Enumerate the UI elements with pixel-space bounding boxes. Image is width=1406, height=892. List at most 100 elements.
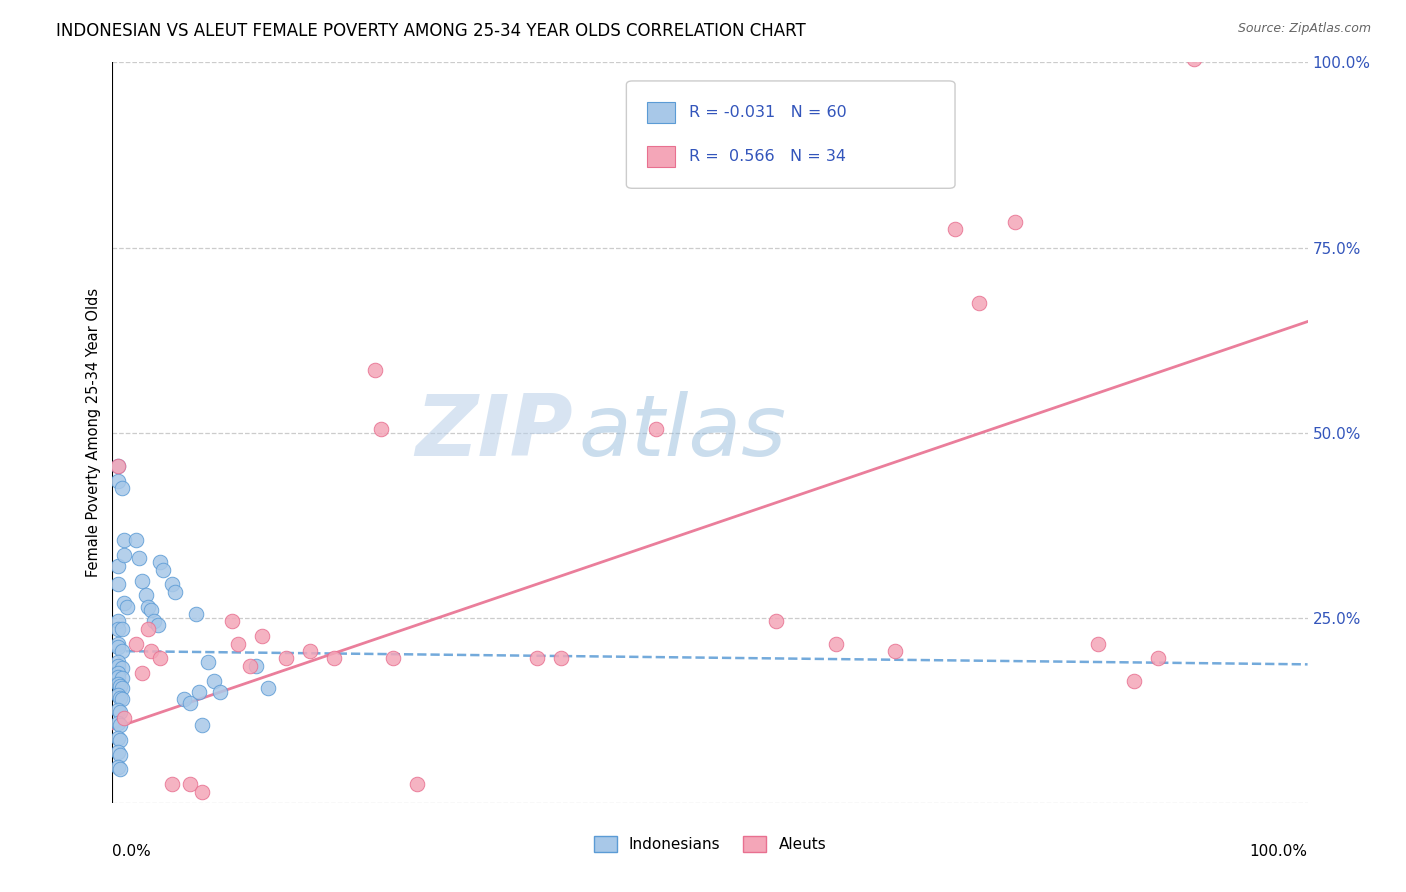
Point bbox=[107, 577, 129, 591]
Point bbox=[108, 732, 131, 747]
Point bbox=[107, 458, 129, 473]
Point bbox=[139, 644, 162, 658]
Point bbox=[209, 685, 232, 699]
Point bbox=[179, 696, 201, 710]
Point bbox=[107, 474, 129, 488]
Point bbox=[111, 661, 134, 675]
Point bbox=[114, 711, 135, 725]
Point bbox=[115, 599, 138, 614]
Point bbox=[257, 681, 280, 695]
Point bbox=[298, 644, 321, 658]
Point bbox=[221, 615, 243, 629]
Point bbox=[107, 703, 129, 717]
Point bbox=[226, 637, 249, 651]
Point bbox=[107, 689, 129, 703]
Point bbox=[364, 362, 387, 376]
Point bbox=[239, 658, 262, 673]
Point bbox=[111, 692, 134, 706]
Text: INDONESIAN VS ALEUT FEMALE POVERTY AMONG 25-34 YEAR OLDS CORRELATION CHART: INDONESIAN VS ALEUT FEMALE POVERTY AMONG… bbox=[56, 22, 806, 40]
Point bbox=[108, 679, 131, 693]
Point bbox=[138, 599, 160, 614]
Point bbox=[107, 715, 129, 730]
Point bbox=[187, 685, 209, 699]
Point bbox=[111, 644, 134, 658]
Point bbox=[162, 577, 183, 591]
Point bbox=[114, 548, 135, 562]
Point bbox=[143, 615, 166, 629]
Point bbox=[107, 760, 129, 774]
Point bbox=[125, 637, 148, 651]
Point bbox=[967, 296, 990, 310]
Point bbox=[1004, 214, 1026, 228]
Point bbox=[131, 666, 153, 681]
Point bbox=[163, 584, 186, 599]
Point bbox=[111, 672, 134, 686]
Point bbox=[108, 718, 131, 732]
Point bbox=[108, 763, 131, 777]
Text: 100.0%: 100.0% bbox=[1250, 844, 1308, 858]
Point bbox=[107, 677, 129, 691]
Point bbox=[128, 551, 150, 566]
Point bbox=[245, 658, 267, 673]
Point bbox=[125, 533, 148, 547]
Point bbox=[111, 481, 134, 495]
Text: 0.0%: 0.0% bbox=[112, 844, 152, 858]
Text: R =  0.566   N = 34: R = 0.566 N = 34 bbox=[689, 149, 846, 164]
Point bbox=[108, 747, 131, 762]
Point bbox=[370, 422, 392, 436]
Text: Source: ZipAtlas.com: Source: ZipAtlas.com bbox=[1237, 22, 1371, 36]
Point bbox=[114, 596, 135, 610]
Point bbox=[111, 622, 134, 636]
Point bbox=[149, 555, 172, 569]
Point bbox=[274, 651, 297, 665]
FancyBboxPatch shape bbox=[627, 81, 955, 188]
Point bbox=[406, 777, 429, 791]
Point bbox=[107, 655, 129, 669]
Point bbox=[107, 622, 129, 636]
Point bbox=[202, 673, 225, 688]
Point bbox=[1147, 651, 1170, 665]
Legend: Indonesians, Aleuts: Indonesians, Aleuts bbox=[588, 830, 832, 858]
Point bbox=[107, 640, 129, 655]
Point bbox=[943, 222, 966, 236]
Point bbox=[131, 574, 153, 588]
Text: ZIP: ZIP bbox=[415, 391, 572, 475]
Point bbox=[550, 651, 572, 665]
Point bbox=[191, 718, 214, 732]
Point bbox=[186, 607, 208, 621]
Point bbox=[526, 651, 548, 665]
Point bbox=[1087, 637, 1109, 651]
Point bbox=[107, 670, 129, 684]
Point bbox=[765, 615, 787, 629]
Point bbox=[152, 563, 174, 577]
FancyBboxPatch shape bbox=[647, 146, 675, 167]
Text: atlas: atlas bbox=[579, 391, 786, 475]
Point bbox=[146, 618, 169, 632]
Point bbox=[108, 690, 131, 705]
Point bbox=[382, 651, 405, 665]
Point bbox=[108, 706, 131, 720]
Y-axis label: Female Poverty Among 25-34 Year Olds: Female Poverty Among 25-34 Year Olds bbox=[86, 288, 101, 577]
Point bbox=[197, 655, 219, 669]
Point bbox=[107, 458, 129, 473]
Point bbox=[322, 651, 344, 665]
Point bbox=[173, 692, 195, 706]
Point bbox=[1123, 673, 1146, 688]
Point bbox=[162, 777, 183, 791]
Point bbox=[884, 644, 907, 658]
Point bbox=[645, 422, 668, 436]
Point bbox=[107, 731, 129, 745]
Point bbox=[191, 785, 214, 799]
Point bbox=[1182, 52, 1205, 66]
Point bbox=[107, 666, 129, 681]
Point bbox=[111, 681, 134, 695]
Text: R = -0.031   N = 60: R = -0.031 N = 60 bbox=[689, 105, 848, 120]
Point bbox=[114, 533, 135, 547]
Point bbox=[139, 603, 162, 617]
Point bbox=[107, 746, 129, 760]
Point bbox=[149, 651, 172, 665]
Point bbox=[250, 629, 273, 643]
Point bbox=[824, 637, 846, 651]
Point bbox=[107, 658, 129, 673]
Point bbox=[135, 589, 157, 603]
